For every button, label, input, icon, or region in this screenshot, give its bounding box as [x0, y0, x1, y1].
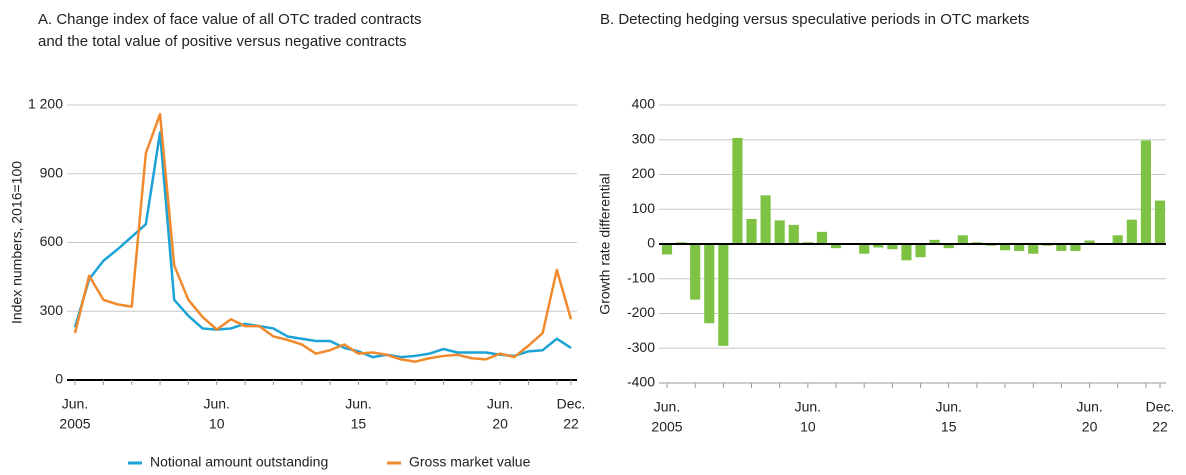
y-tick-label: -400 [627, 374, 655, 390]
bar [999, 244, 1011, 251]
x-tick-label: Jun. [203, 396, 229, 412]
x-tick-label: Jun. [345, 396, 371, 412]
y-tick-label: -200 [627, 304, 655, 320]
x-tick-label: Jun. [654, 399, 680, 415]
bar [1154, 200, 1166, 244]
x-tick-label: 20 [492, 416, 508, 432]
bar [661, 244, 673, 255]
bar [1070, 244, 1081, 251]
y-tick-label: -300 [627, 339, 655, 355]
x-tick-label: Jun. [487, 396, 513, 412]
y-tick-label: 200 [632, 165, 656, 181]
bar [760, 195, 771, 244]
y-tick-label: 100 [632, 200, 656, 216]
x-tick-label: 15 [941, 419, 957, 435]
x-tick-label: Jun. [795, 399, 821, 415]
y-tick-label: 300 [632, 130, 656, 146]
x-tick-label: Jun. [62, 396, 88, 412]
y-axis-label: Index numbers, 2016=100 [9, 161, 25, 324]
bar [1056, 244, 1067, 251]
bar [1126, 219, 1137, 244]
y-tick-label: 1 200 [28, 96, 63, 112]
chart-title: A. Change index of face value of all OTC… [38, 11, 422, 28]
x-tick-label: 2005 [59, 416, 90, 432]
bar [830, 244, 842, 249]
bar [690, 244, 701, 300]
bar [1028, 244, 1039, 254]
y-tick-label: 600 [40, 233, 64, 249]
bar [704, 244, 715, 324]
bar [873, 244, 884, 248]
bar [1140, 140, 1151, 244]
bar [718, 244, 729, 346]
y-tick-label: -100 [627, 269, 655, 285]
legend-label: Gross market value [409, 454, 531, 470]
y-axis-label: Growth rate differential [597, 173, 613, 314]
y-tick-label: 300 [40, 302, 64, 318]
bar [915, 244, 926, 258]
chart-title: B. Detecting hedging versus speculative … [600, 11, 1029, 28]
x-tick-label: Jun. [935, 399, 961, 415]
y-tick-label: 400 [632, 96, 656, 112]
y-tick-label: 900 [40, 164, 64, 180]
x-tick-label: 2005 [651, 419, 682, 435]
x-tick-label: Jun. [1076, 399, 1102, 415]
y-tick-label: 0 [647, 235, 655, 251]
bar [746, 218, 757, 244]
line [73, 131, 572, 359]
bar [1112, 235, 1123, 244]
bar [901, 244, 912, 261]
bar [788, 224, 799, 244]
bar [943, 244, 954, 249]
legend-label: Notional amount outstanding [150, 454, 328, 470]
x-tick-label: 15 [351, 416, 367, 432]
x-tick-label: 20 [1082, 419, 1098, 435]
x-tick-label: 10 [800, 419, 816, 435]
bar [1084, 240, 1095, 244]
y-tick-label: 0 [55, 371, 63, 387]
x-tick-label: 22 [563, 416, 579, 432]
bar [929, 239, 940, 244]
x-tick-label: Dec. [557, 396, 586, 412]
x-tick-label: Dec. [1146, 399, 1175, 415]
bar [957, 235, 968, 244]
bar [859, 244, 870, 254]
bar [732, 138, 743, 244]
x-tick-label: 22 [1152, 419, 1168, 435]
bar [774, 220, 785, 244]
chart-title: and the total value of positive versus n… [38, 33, 407, 50]
line [73, 112, 573, 363]
bar [816, 231, 828, 244]
bar [887, 244, 898, 250]
x-tick-label: 10 [209, 416, 225, 432]
bar [1014, 244, 1025, 251]
